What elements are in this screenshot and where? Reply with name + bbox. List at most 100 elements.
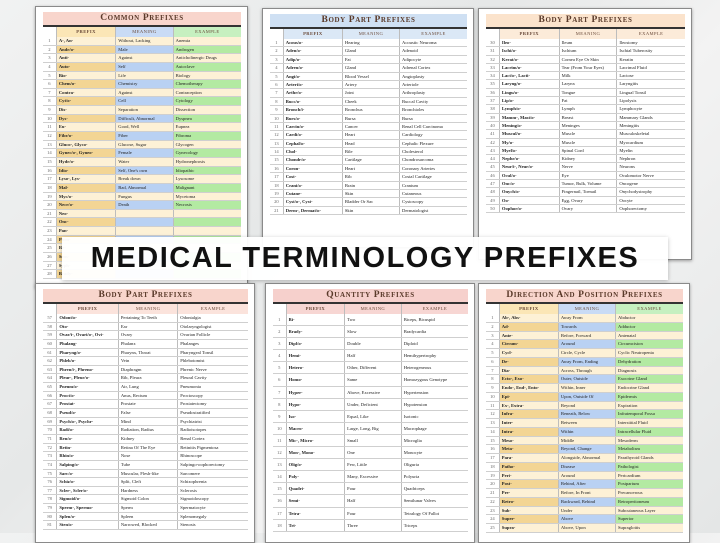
row-prefix: Ab-, Abs- <box>499 314 559 322</box>
row-number: 10 <box>43 114 57 123</box>
row-example: Superior <box>616 515 683 523</box>
row-meaning: Diaphragm <box>119 365 179 374</box>
row-prefix: Bio- <box>56 71 117 80</box>
row-meaning: Self, One's own <box>116 166 174 175</box>
header-prefix: Prefix <box>283 29 343 39</box>
row-example: Malignant <box>173 183 241 192</box>
table-row: 14 Chol- Bile Cholesterol <box>270 148 467 157</box>
table-row: 10 Epi- Upon, Outside Of Epidermis <box>486 392 683 402</box>
row-number: 25 <box>43 244 57 253</box>
row-meaning: Phalanx <box>119 339 179 348</box>
row-number: 19 <box>270 190 284 198</box>
row-meaning: Cornea Eye Or Skin <box>560 55 618 63</box>
row-prefix: Phalang- <box>57 339 119 348</box>
table-row: 21 Neo- <box>43 209 241 219</box>
row-example: Costal Cartilage <box>402 174 432 180</box>
table-row: 69 Psych/o-, Psychr- Mind Psychiatrist <box>43 417 248 427</box>
row-example: Lactose <box>619 73 634 79</box>
table-row: 16 Semi- Half Semilunar Valves <box>273 495 468 508</box>
row-number: 5 <box>43 71 57 80</box>
row-number: 7 <box>43 88 57 97</box>
row-example: Biology <box>173 71 241 80</box>
row-prefix: Brady- <box>287 326 346 338</box>
header-prefix: Prefix <box>286 304 346 314</box>
row-number: 11 <box>270 122 284 131</box>
row-prefix: Onych/o- <box>500 188 560 196</box>
table-row: 13 Gluco-, Glyco- Glucose, Sugar Glycogen <box>43 140 241 150</box>
row-meaning: Above, Excessive <box>345 386 402 398</box>
row-meaning: Death <box>116 201 174 209</box>
row-number: 73 <box>43 452 58 460</box>
table-row: 79 Sperm-, Spermo- Sperm Spermatocyte <box>43 504 248 513</box>
row-number: 24 <box>486 515 500 523</box>
row-example: Eupnea <box>173 123 241 132</box>
row-prefix: Angi/o- <box>284 72 343 80</box>
row-meaning: Away From <box>558 314 616 322</box>
row-prefix: Pleur-, Pleur/o- <box>57 374 119 383</box>
row-prefix: Sub- <box>499 506 559 515</box>
row-example: Cranium <box>402 182 419 188</box>
row-meaning: Away From, Ending <box>558 357 616 366</box>
row-prefix: Olig/o- <box>287 459 346 471</box>
row-prefix: Ischi/o- <box>500 47 560 55</box>
row-example: Exocrine Gland <box>616 375 683 383</box>
row-number: 30 <box>486 39 500 47</box>
row-meaning: Above <box>558 515 616 523</box>
row-meaning: Good, Well <box>116 123 174 132</box>
row-number: 81 <box>43 521 58 530</box>
row-meaning: Against <box>116 88 174 97</box>
row-number: 5 <box>486 349 500 357</box>
row-example: Anemia <box>173 37 241 45</box>
row-example: Adrenal Cortex <box>402 65 431 71</box>
row-example: Coronary Arteries <box>402 165 436 171</box>
row-meaning: Brain <box>343 181 400 190</box>
row-number: 4 <box>273 350 287 362</box>
row-example: Cyclic Neutropenia <box>616 349 683 357</box>
row-meaning: Skin <box>343 190 400 198</box>
sheet-body-part-prefixes-3: Body Part Prefixes Prefix Meaning Example 57… <box>35 283 255 543</box>
row-prefix: Contra- <box>56 88 117 97</box>
row-example: Keratin <box>619 56 634 62</box>
row-number: 36 <box>486 88 500 97</box>
table-row: 16 Idio- Self, One's own Idiopathic <box>43 166 241 176</box>
row-meaning: Double <box>345 338 402 350</box>
row-meaning: Meninges <box>560 121 618 130</box>
table-row: 20 Necr/o- Death Necrosis <box>43 201 241 210</box>
row-meaning: Beneath, Below <box>558 410 616 418</box>
row-example: Rhinoscope <box>180 453 202 459</box>
row-meaning: Pharynx, Throat <box>119 348 179 357</box>
row-number: 62 <box>43 357 58 365</box>
row-prefix: Hetero- <box>287 362 346 374</box>
row-prefix: Arteri/o- <box>284 80 343 89</box>
row-example: Supraglottis <box>616 524 683 532</box>
row-prefix: Retin- <box>57 443 119 452</box>
table-row: 18 Crani/o- Brain Cranium <box>270 181 467 191</box>
row-meaning: Fat <box>560 97 618 105</box>
row-meaning: Sigmoid Colon <box>119 495 179 504</box>
row-number: 2 <box>43 45 57 54</box>
row-example: Odontalgia <box>180 315 201 320</box>
row-number: 74 <box>43 460 58 469</box>
header-number <box>270 29 284 39</box>
row-prefix: Semi- <box>287 495 346 507</box>
row-prefix: My/o- <box>500 138 560 146</box>
row-prefix: Auto- <box>56 62 117 71</box>
row-example: Pericardium <box>616 471 683 480</box>
row-prefix: Dia- <box>499 366 559 375</box>
row-number: 20 <box>43 201 57 209</box>
row-meaning: Male <box>116 45 174 54</box>
row-prefix: Crani/o- <box>284 181 343 190</box>
table-row: 59 Ovar/i-, Ovari/o-, Ovi- Ovary Ovarian Fo… <box>43 331 248 340</box>
row-prefix: Intra- <box>499 427 559 436</box>
row-number: 69 <box>43 417 58 426</box>
row-meaning: Tube <box>119 460 179 469</box>
row-number: 43 <box>486 146 500 155</box>
row-example: Abductor <box>616 314 683 322</box>
row-prefix: Hemi- <box>287 350 346 362</box>
row-number: 32 <box>486 55 500 63</box>
table-row: 1 Acous/o- Hearing Acoustic Neuroma <box>270 39 467 48</box>
row-meaning: Outer, Outside <box>558 375 616 383</box>
row-example: Cephalic Flexure <box>402 140 434 146</box>
row-meaning: Under <box>558 506 616 515</box>
table-row: 11 Carcin/o- Cancer Renal Cell Carcinoma <box>270 122 467 132</box>
